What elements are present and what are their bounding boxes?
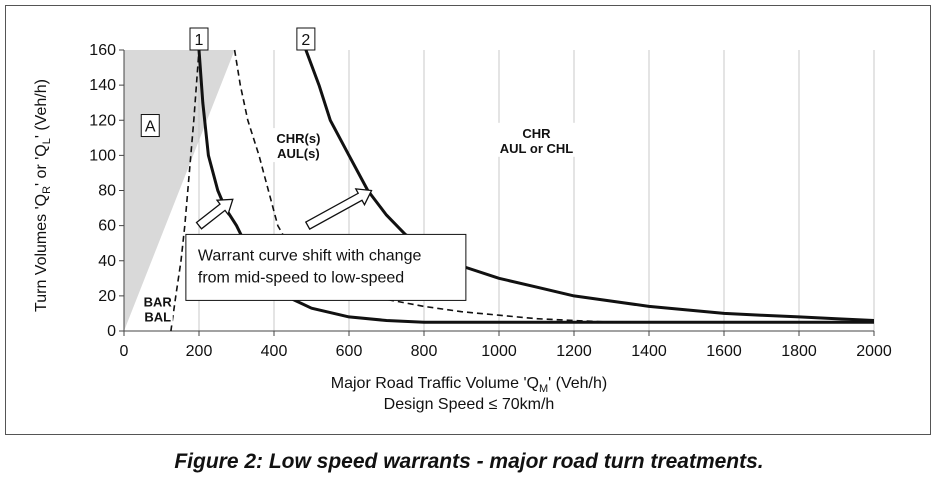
region-a-label: A bbox=[145, 119, 156, 136]
shift-arrow bbox=[304, 188, 373, 230]
y-tick-label: 0 bbox=[107, 323, 116, 340]
y-tick-label: 160 bbox=[89, 42, 116, 59]
region-label-bg bbox=[271, 128, 326, 163]
y-tick-label: 120 bbox=[89, 112, 116, 129]
curve-label-1: 1 bbox=[195, 32, 204, 49]
x-tick-label: 1800 bbox=[781, 343, 817, 360]
annotation-box bbox=[185, 233, 467, 301]
chart-frame: 0 200 400 600 800 1000 1200 1400 1600 1800 2000 0 20… bbox=[5, 5, 931, 435]
y-tick-label: 140 bbox=[89, 77, 116, 94]
x-tick-label: 2000 bbox=[856, 343, 892, 360]
x-tick-label: 200 bbox=[186, 343, 213, 360]
curve-label-2: 2 bbox=[301, 32, 310, 49]
annotation-text: Warrant curve shift with change bbox=[198, 247, 422, 264]
x-tick-label: 1000 bbox=[481, 343, 517, 360]
y-tick-label: 80 bbox=[98, 183, 116, 200]
region-a-box bbox=[140, 114, 160, 138]
x-tick-label: 0 bbox=[120, 343, 129, 360]
curve-label-box bbox=[189, 27, 209, 51]
y-tick-label: 20 bbox=[98, 288, 116, 305]
region-label-bg bbox=[493, 122, 580, 157]
region-label: CHR bbox=[522, 126, 551, 141]
curve-label-box bbox=[296, 27, 316, 51]
x-tick-label: 1600 bbox=[706, 343, 742, 360]
region-label-bg bbox=[142, 291, 173, 326]
region-label: BAR bbox=[144, 294, 173, 309]
annotation-text: from mid-speed to low-speed bbox=[198, 269, 404, 286]
x-tick-label: 1400 bbox=[631, 343, 667, 360]
region-label: CHR(s) bbox=[276, 131, 320, 146]
x-tick-label: 400 bbox=[261, 343, 288, 360]
region-label: AUL(s) bbox=[277, 146, 320, 161]
figure-caption: Figure 2: Low speed warrants - major roa… bbox=[174, 450, 764, 473]
series-curve-4 bbox=[304, 49, 874, 322]
y-tick-label: 40 bbox=[98, 253, 116, 270]
x-axis-subtitle: Design Speed ≤ 70km/h bbox=[384, 396, 555, 413]
x-tick-label: 1200 bbox=[556, 343, 592, 360]
series-curve-3 bbox=[233, 49, 631, 323]
y-tick-label: 100 bbox=[89, 147, 116, 164]
x-tick-label: 600 bbox=[336, 343, 363, 360]
series-curve-1 bbox=[170, 49, 200, 332]
shift-arrow bbox=[195, 198, 234, 230]
x-tick-label: 800 bbox=[411, 343, 438, 360]
region-label: AUL or CHL bbox=[500, 141, 573, 156]
x-axis-title: Major Road Traffic Volume 'QM' (Veh/h) bbox=[331, 375, 607, 395]
region-label: BAL bbox=[144, 309, 171, 324]
y-axis-title: Turn Volumes 'QR' or 'QL' (Veh/h) bbox=[33, 79, 53, 312]
y-tick-label: 60 bbox=[98, 218, 116, 235]
warrant-chart: 0 200 400 600 800 1000 1200 1400 1600 1800 2000 0 20… bbox=[33, 27, 892, 413]
axes-layer: 0 200 400 600 800 1000 1200 1400 1600 1800 2000 0 20… bbox=[33, 42, 892, 413]
